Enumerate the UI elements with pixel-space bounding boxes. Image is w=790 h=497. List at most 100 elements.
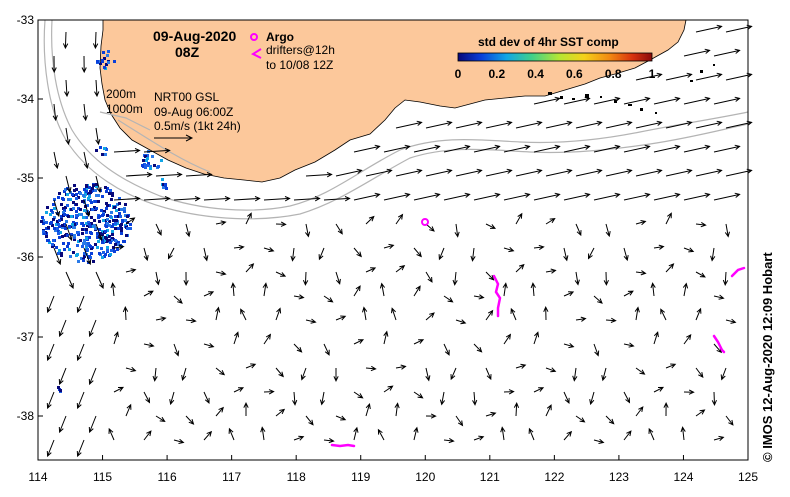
current-arrow	[233, 387, 245, 393]
current-arrow	[515, 212, 523, 225]
current-arrow	[83, 247, 92, 266]
current-arrow	[502, 282, 508, 297]
current-arrow	[605, 415, 615, 425]
current-arrow	[173, 438, 185, 444]
current-arrow	[203, 343, 215, 348]
sst-pixel	[102, 219, 105, 222]
current-arrow	[300, 367, 307, 381]
sst-pixel	[82, 216, 85, 219]
sst-pixel	[96, 236, 99, 239]
sst-pixel	[123, 210, 126, 213]
current-arrow	[335, 315, 347, 321]
current-arrow	[76, 391, 85, 410]
drifter-legend-icon	[250, 48, 262, 59]
current-arrow	[485, 309, 494, 321]
sst-pixel	[75, 188, 78, 191]
sst-pixel	[57, 252, 60, 255]
sst-pixel	[105, 225, 108, 228]
sst-pixel	[52, 218, 55, 221]
current-arrow	[695, 168, 723, 177]
sst-pixel	[89, 231, 92, 234]
current-arrow	[574, 271, 580, 286]
current-arrow	[515, 120, 543, 129]
current-arrow	[623, 96, 651, 105]
sst-pixel	[76, 253, 79, 256]
sst-pixel	[100, 247, 103, 250]
sst-pixel	[80, 257, 83, 260]
sst-pixel	[120, 232, 123, 235]
sst-pixel	[57, 386, 60, 389]
sst-pixel	[71, 223, 74, 226]
sst-pixel	[83, 255, 86, 258]
current-arrow	[76, 343, 85, 362]
sst-pixel	[66, 193, 69, 196]
current-arrow	[623, 290, 634, 297]
sst-pixel	[98, 252, 101, 255]
sst-pixel	[106, 229, 109, 232]
sst-pixel	[52, 239, 55, 242]
current-arrow	[443, 144, 471, 153]
sst-pixel	[141, 164, 144, 167]
sst-pixel	[93, 206, 96, 209]
sst-colorbar: std dev of 4hr SST comp 0 0.2 0.4 0.6 0.8 1	[455, 35, 656, 81]
current-arrow	[113, 148, 141, 154]
sst-pixel	[111, 192, 114, 195]
current-arrow	[713, 435, 725, 441]
lon-tick-label: 124	[673, 470, 693, 484]
drifter-track	[330, 443, 356, 448]
current-arrow	[395, 364, 407, 370]
sst-pixel	[93, 224, 96, 227]
sst-pixel	[95, 149, 98, 152]
current-arrow	[215, 270, 227, 276]
current-arrow	[83, 199, 91, 218]
current-arrow	[528, 427, 535, 441]
sst-pixel	[80, 213, 83, 216]
current-arrow	[203, 247, 209, 262]
sst-pixel	[77, 240, 80, 243]
current-arrow	[575, 316, 587, 322]
sst-pixel	[83, 252, 86, 255]
current-arrow	[601, 367, 607, 382]
sst-pixel	[96, 246, 99, 249]
sst-pixel	[164, 183, 167, 186]
sst-pixel	[121, 219, 124, 222]
sst-pixel	[96, 232, 99, 235]
drifter-tracks	[330, 266, 746, 448]
sst-pixel	[125, 234, 128, 237]
current-arrow	[275, 408, 286, 417]
sst-pixel	[60, 215, 63, 218]
current-arrow	[203, 291, 215, 297]
current-arrow	[563, 247, 569, 262]
current-arrow	[275, 367, 284, 378]
sst-pixel	[82, 259, 85, 262]
current-arrow	[362, 306, 368, 321]
current-arrow	[563, 144, 591, 153]
sst-pixel	[162, 183, 165, 186]
sst-pixel	[94, 200, 97, 203]
current-arrow	[122, 306, 129, 321]
colorbar-tick-label: 1	[649, 67, 656, 81]
current-arrow	[713, 48, 741, 57]
sst-pixel	[45, 235, 48, 238]
current-arrow	[228, 427, 235, 441]
sst-pixel	[101, 233, 104, 236]
sst-pixel	[45, 221, 48, 224]
current-arrow	[82, 103, 88, 122]
current-arrow	[230, 282, 236, 297]
sst-pixel	[109, 215, 112, 218]
current-arrow	[545, 217, 556, 225]
current-arrow	[575, 120, 603, 129]
sst-pixel	[83, 209, 86, 212]
argo-float-marker[interactable]	[421, 218, 429, 226]
sst-pixel	[42, 230, 45, 233]
sst-pixel	[104, 153, 107, 156]
current-arrow	[473, 343, 483, 353]
current-arrow	[81, 55, 87, 74]
sst-pixel	[113, 206, 116, 209]
current-arrow	[682, 282, 689, 297]
sst-pixel	[124, 219, 127, 222]
sst-pixel	[113, 60, 116, 63]
sst-pixel	[69, 198, 72, 201]
sst-pixel	[87, 221, 90, 224]
sst-pixel	[103, 147, 106, 150]
